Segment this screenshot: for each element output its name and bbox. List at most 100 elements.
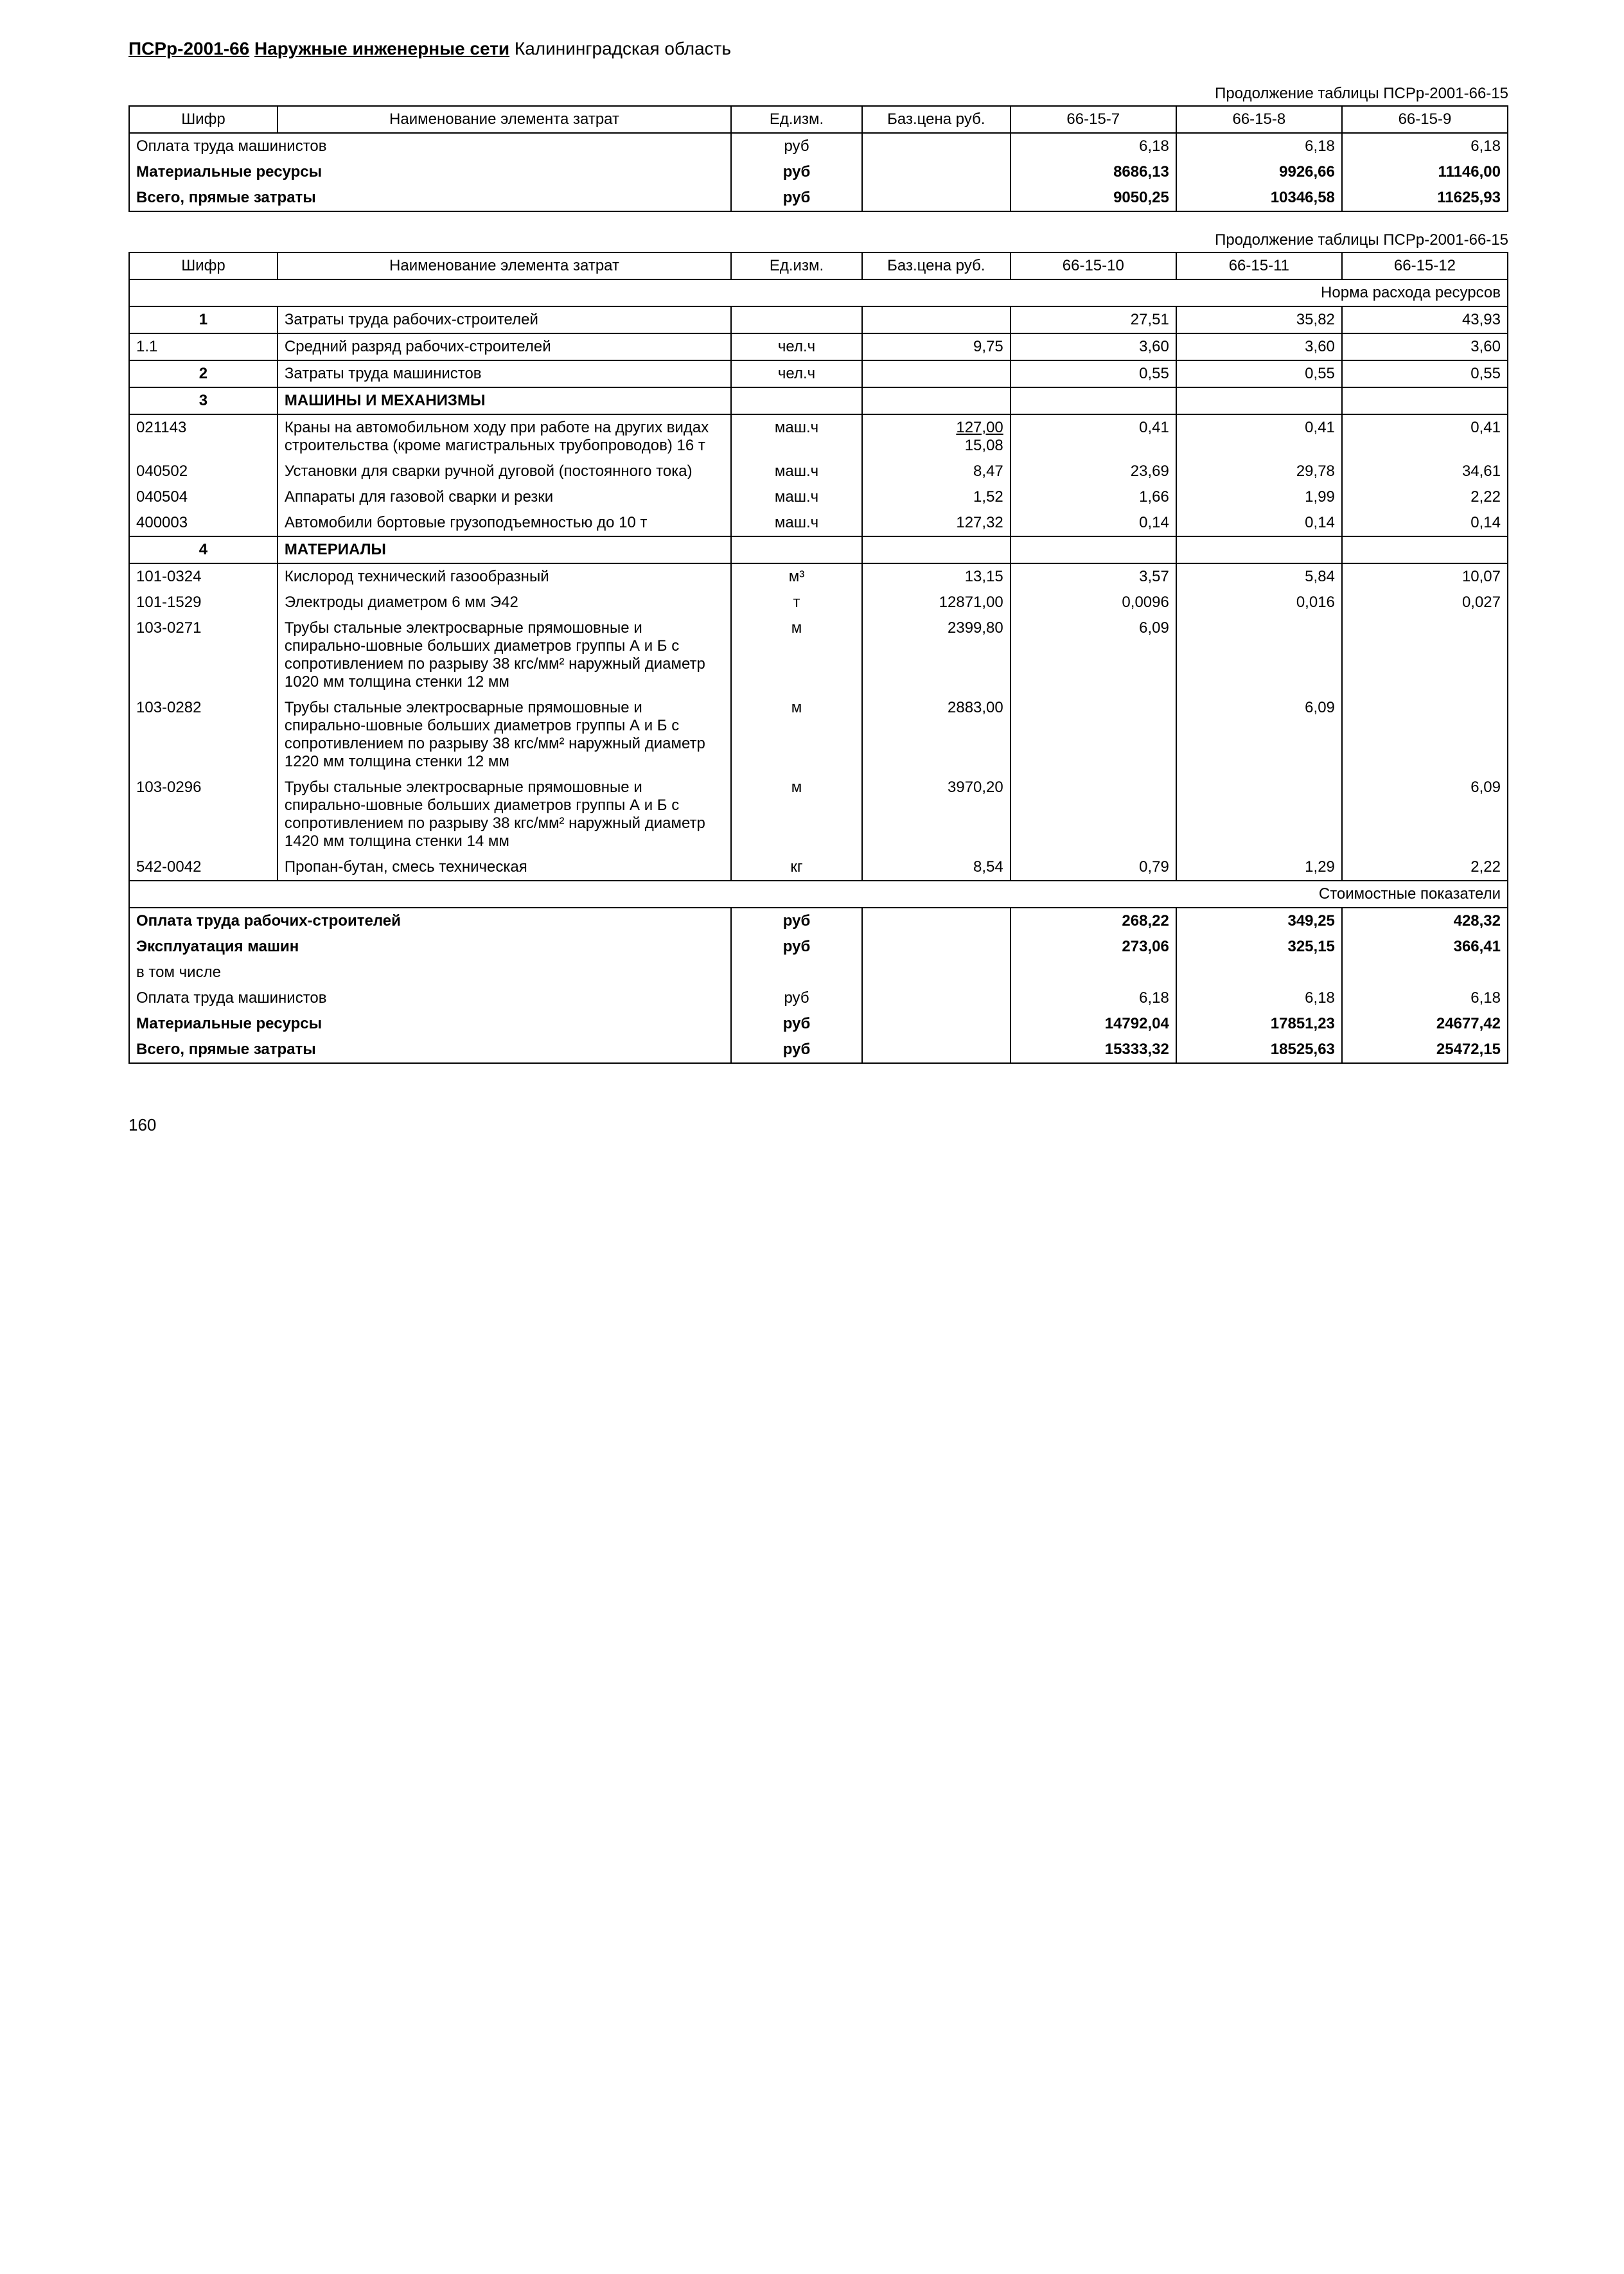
cell-v3 [1342,387,1508,414]
cell-v1: 0,79 [1011,854,1176,881]
table-row: Эксплуатация машин [129,934,731,960]
cell-v2: 6,18 [1176,133,1342,159]
cell-shifr: 1.1 [129,333,278,360]
cell-v1 [1011,695,1176,775]
th-c5: 66-15-10 [1011,252,1176,279]
cell-shifr: 103-0282 [129,695,278,775]
cell-v3: 11146,00 [1342,159,1508,185]
cell-v1: 9050,25 [1011,185,1176,211]
cell-v2: 6,18 [1176,985,1342,1011]
cell-shifr: 4 [129,536,278,563]
th-shifr: Шифр [129,252,278,279]
cell-shifr: 3 [129,387,278,414]
th-c7: 66-15-12 [1342,252,1508,279]
cell-base [862,960,1011,985]
th-unit: Ед.изм. [731,106,862,133]
cell-v2 [1176,536,1342,563]
cell-unit: кг [731,854,862,881]
cell-unit [731,960,862,985]
cell-v2: 35,82 [1176,306,1342,333]
cell-v3: 43,93 [1342,306,1508,333]
page-number: 160 [128,1115,1508,1135]
cell-base [862,185,1011,211]
cell-v2 [1176,615,1342,695]
cell-unit: м [731,695,862,775]
cell-unit: руб [731,185,862,211]
cell-unit [731,387,862,414]
cell-base: 8,54 [862,854,1011,881]
cost-label: Стоимостные показатели [129,881,1508,908]
cell-name: Средний разряд рабочих-строителей [278,333,731,360]
table-row: Всего, прямые затраты [129,1037,731,1063]
cell-v1: 6,09 [1011,615,1176,695]
cell-v3: 6,18 [1342,985,1508,1011]
cell-v1: 23,69 [1011,459,1176,484]
cell-base: 12871,00 [862,590,1011,615]
cell-unit: м [731,775,862,854]
cell-unit: руб [731,908,862,934]
doc-name: Наружные инженерные сети [254,39,509,58]
cell-v1: 15333,32 [1011,1037,1176,1063]
cell-v2: 1,29 [1176,854,1342,881]
cell-base: 8,47 [862,459,1011,484]
th-c5: 66-15-7 [1011,106,1176,133]
table-row: Материальные ресурсы [129,1011,731,1037]
cell-v1: 6,18 [1011,133,1176,159]
cell-v3 [1342,960,1508,985]
table-row: Оплата труда рабочих-строителей [129,908,731,934]
cell-base [862,306,1011,333]
cell-base [862,360,1011,387]
cell-base: 3970,20 [862,775,1011,854]
continuation-b: Продолжение таблицы ПСРр-2001-66-15 [128,231,1508,249]
cell-v1: 14792,04 [1011,1011,1176,1037]
table-row: Всего, прямые затраты [129,185,731,211]
cell-shifr: 2 [129,360,278,387]
cell-shifr: 021143 [129,414,278,459]
cell-name: Затраты труда машинистов [278,360,731,387]
cell-v2: 6,09 [1176,695,1342,775]
cell-v2: 17851,23 [1176,1011,1342,1037]
cell-v1: 27,51 [1011,306,1176,333]
cell-shifr: 103-0296 [129,775,278,854]
cell-unit: руб [731,1037,862,1063]
cell-unit: маш.ч [731,484,862,510]
cell-v3: 2,22 [1342,484,1508,510]
cell-unit: чел.ч [731,360,862,387]
th-c7: 66-15-9 [1342,106,1508,133]
cell-name: Автомобили бортовые грузоподъемностью до… [278,510,731,536]
cell-v3: 2,22 [1342,854,1508,881]
cell-v1: 0,0096 [1011,590,1176,615]
th-name: Наименование элемента затрат [278,252,731,279]
cell-shifr: 101-0324 [129,563,278,590]
cell-v2: 349,25 [1176,908,1342,934]
table-row: Оплата труда машинистов [129,133,731,159]
cell-unit: руб [731,159,862,185]
cell-unit: маш.ч [731,510,862,536]
cell-base [862,133,1011,159]
cell-base: 2883,00 [862,695,1011,775]
cell-v3 [1342,695,1508,775]
cell-v1 [1011,536,1176,563]
cell-base: 13,15 [862,563,1011,590]
cell-v1: 0,55 [1011,360,1176,387]
table-b: Шифр Наименование элемента затрат Ед.изм… [128,252,1508,1064]
cell-base [862,536,1011,563]
cell-name: Трубы стальные электросварные прямошовны… [278,615,731,695]
cell-v2: 5,84 [1176,563,1342,590]
cell-v3: 3,60 [1342,333,1508,360]
cell-v3: 428,32 [1342,908,1508,934]
cell-base [862,159,1011,185]
cell-unit [731,536,862,563]
cell-unit [731,306,862,333]
cell-v3 [1342,536,1508,563]
cell-v2: 10346,58 [1176,185,1342,211]
cell-v3: 10,07 [1342,563,1508,590]
th-base: Баз.цена руб. [862,106,1011,133]
cell-shifr: 103-0271 [129,615,278,695]
cell-v3: 24677,42 [1342,1011,1508,1037]
cell-base: 1,52 [862,484,1011,510]
table-a: Шифр Наименование элемента затрат Ед.изм… [128,105,1508,212]
cell-name: МАШИНЫ И МЕХАНИЗМЫ [278,387,731,414]
table-row: Оплата труда машинистов [129,985,731,1011]
cell-v3: 25472,15 [1342,1037,1508,1063]
